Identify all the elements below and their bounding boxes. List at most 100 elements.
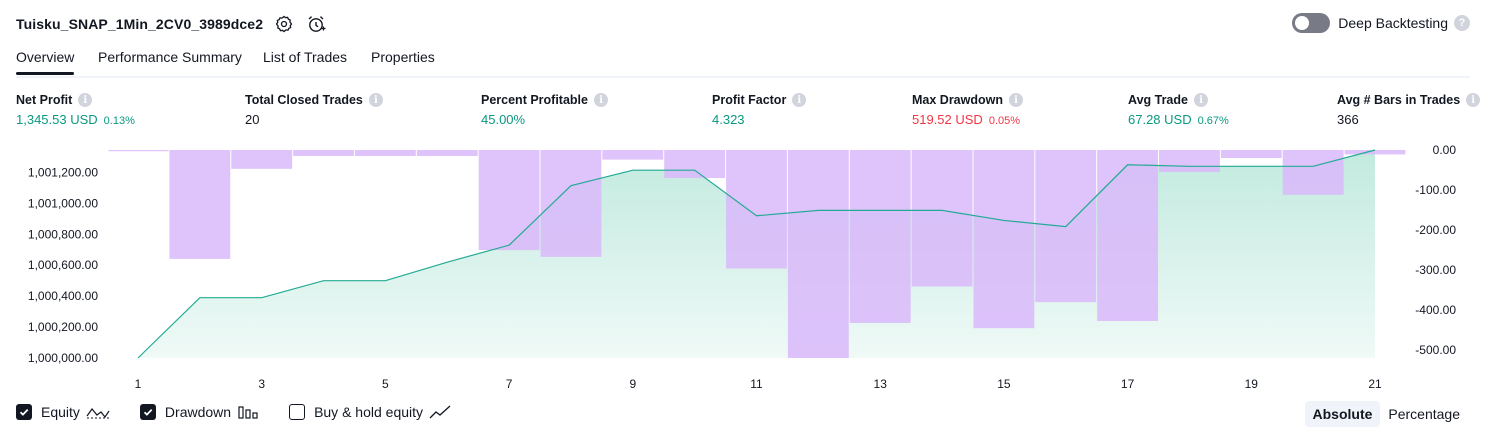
avg-trade-value-row: 67.28 USD 0.67% [1128,112,1229,127]
y-left-tick-label: 1,001,000.00 [28,196,98,210]
drawdown-bar [849,150,911,323]
drawdown-bar [602,150,664,160]
net-profit-value: 1,345.53 USD [16,112,98,127]
stat-profit-factor: Profit Factor i 4.323 [712,93,807,127]
drawdown-bar [478,150,540,251]
avg-trade-value: 67.28 USD [1128,112,1192,127]
drawdown-bar [787,150,849,358]
info-icon[interactable]: i [368,93,383,107]
legend-item-equity[interactable]: Equity [16,404,110,420]
info-icon[interactable]: i [792,93,807,107]
drawdown-bar [726,150,787,269]
legend-item-drawdown[interactable]: Drawdown [139,404,259,420]
legend-item-buy-hold[interactable]: Buy & hold equity [289,404,453,420]
info-icon[interactable]: i [1009,93,1023,107]
drawdown-bar [973,150,1035,329]
stat-label-avg-bars: Avg # Bars in Trades i [1337,93,1481,107]
max-drawdown-value-row: 519.52 USD 0.05% [912,112,1023,127]
drawdown-bar [540,150,602,257]
max-drawdown-value: 519.52 USD [912,112,983,127]
legend-label-equity: Equity [41,404,80,420]
drawdown-bar [1220,150,1282,159]
drawdown-bar [1282,150,1344,195]
stat-avg-trade: Avg Trade i 67.28 USD 0.67% [1128,93,1229,127]
x-tick-label: 3 [258,377,265,391]
y-left-tick-label: 1,000,200.00 [28,320,98,334]
buy-hold-checkbox[interactable] [289,404,306,420]
drawdown-bar [354,150,416,157]
help-icon[interactable]: ? [1454,15,1470,31]
net-profit-label: Net Profit [16,93,73,107]
equity-drawdown-chart[interactable]: 1,000,000.00 1,000,200.00 1,000,400.00 1,00… [0,140,1486,395]
alarm-clock-add-icon[interactable] [305,13,327,35]
y-left-tick-label: 1,001,200.00 [28,165,98,179]
deep-backtesting-control: Deep Backtesting ? [1292,13,1470,33]
stat-label-percent-profitable: Percent Profitable i [481,93,608,107]
x-tick-label: 11 [750,377,763,391]
strategy-title: Tuisku_SNAP_1Min_2CV0_3989dce2 [16,16,264,32]
report-tabs: Overview Performance Summary List of Tra… [16,46,1470,78]
x-tick-label: 7 [506,377,513,391]
x-tick-label: 5 [382,377,389,391]
gear-icon[interactable] [273,13,295,35]
avg-bars-label: Avg # Bars in Trades [1337,93,1461,107]
percentage-mode-button[interactable]: Percentage [1388,406,1460,422]
legend-label-drawdown: Drawdown [164,404,232,420]
stat-label-profit-factor: Profit Factor i [712,93,807,107]
info-icon[interactable]: i [78,93,93,107]
x-tick-label: 13 [874,377,888,391]
drawdown-bar [293,150,354,157]
total-closed-trades-value: 20 [245,112,260,127]
scale-mode-switch: Absolute Percentage [1304,401,1469,427]
y-left-tick-label: 1,000,400.00 [28,289,98,303]
drawdown-bar [1159,150,1220,173]
stat-label-total-closed-trades: Total Closed Trades i [245,93,383,107]
toggle-knob [1295,16,1310,30]
x-tick-label: 19 [1245,377,1259,391]
drawdown-bar [108,150,169,152]
stat-avg-bars-in-trades: Avg # Bars in Trades i 366 [1337,93,1481,127]
tab-properties[interactable]: Properties [371,49,435,65]
stat-total-closed-trades: Total Closed Trades i 20 [245,93,383,127]
stat-net-profit: Net Profit i 1,345.53 USD 0.13% [16,93,135,127]
tab-overview[interactable]: Overview [16,49,75,75]
total-closed-trades-label: Total Closed Trades [245,93,363,107]
equity-line [137,149,1376,359]
absolute-mode-button[interactable]: Absolute [1304,401,1381,427]
info-icon[interactable]: i [1193,93,1208,107]
y-left-tick-label: 1,000,800.00 [28,227,98,241]
equity-checkbox[interactable] [16,404,32,420]
y-right-tick-label: 0.00 [1433,143,1457,157]
stat-label-net-profit: Net Profit i [16,93,135,107]
tab-performance-summary[interactable]: Performance Summary [98,49,242,65]
info-icon[interactable]: i [593,93,608,107]
tab-list-of-trades[interactable]: List of Trades [263,49,348,65]
drawdown-bar [664,150,726,179]
buy-hold-line-icon [429,404,453,420]
stat-label-max-drawdown: Max Drawdown i [912,93,1023,107]
x-tick-label: 9 [629,377,636,391]
info-icon[interactable]: i [1466,93,1481,107]
deep-backtesting-label: Deep Backtesting [1338,15,1448,31]
net-profit-value-row: 1,345.53 USD 0.13% [16,112,135,127]
y-left-tick-label: 1,000,600.00 [28,258,98,272]
drawdown-bar [169,150,231,259]
deep-backtesting-toggle[interactable] [1292,13,1331,33]
drawdown-bar [1344,150,1406,155]
equity-line-icon [86,404,110,420]
avg-trade-label: Avg Trade [1128,93,1188,107]
drawdown-bar [911,150,973,287]
drawdown-bars-icon [237,404,259,420]
y-right-tick-label: -200.00 [1415,223,1456,237]
x-tick-label: 21 [1368,377,1382,391]
drawdown-checkbox[interactable] [139,404,156,420]
x-tick-label: 15 [997,377,1011,391]
drawdown-bar [416,150,478,157]
max-drawdown-label: Max Drawdown [912,93,1003,107]
report-header: Tuisku_SNAP_1Min_2CV0_3989dce2 [16,12,327,36]
profit-factor-value: 4.323 [712,112,745,127]
avg-bars-value: 366 [1337,112,1359,127]
max-drawdown-percent: 0.05% [988,115,1021,127]
y-right-tick-label: -400.00 [1415,303,1456,317]
y-right-tick-label: -500.00 [1415,343,1456,357]
